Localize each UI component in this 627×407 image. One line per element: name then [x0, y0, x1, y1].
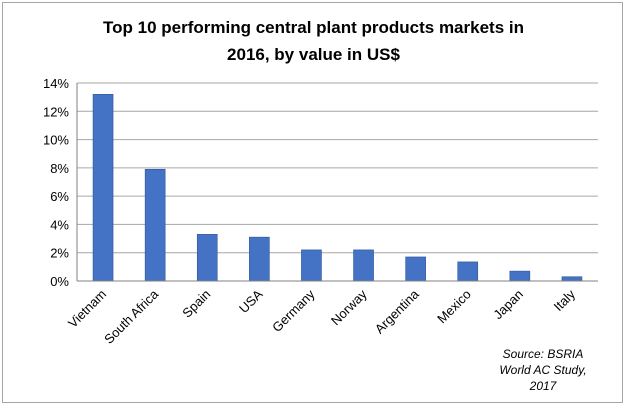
x-category-label: Germany — [269, 286, 318, 335]
x-category-label: Vietnam — [65, 287, 109, 331]
y-tick-label: 12% — [43, 104, 69, 119]
x-category-label: Norway — [328, 286, 370, 328]
bar — [509, 270, 531, 282]
source-line-3: 2017 — [529, 379, 557, 393]
bar — [144, 168, 166, 282]
bar — [92, 94, 114, 282]
x-category-label: Mexico — [434, 287, 474, 327]
source-line-1: Source: BSRIA — [502, 347, 584, 361]
y-axis-ticks: 0% 2% 4% 6% 8% 10% 12% 14% — [43, 76, 69, 289]
y-tick-label: 6% — [50, 189, 69, 204]
source-line-2: World AC Study, — [499, 363, 587, 377]
bar — [457, 261, 479, 282]
bar — [405, 256, 426, 282]
chart-title-line-1: Top 10 performing central plant products… — [103, 18, 524, 37]
chart-title: Top 10 performing central plant products… — [0, 14, 627, 68]
y-tick-label: 0% — [50, 274, 69, 289]
y-tick-label: 2% — [50, 246, 69, 261]
bar — [301, 249, 322, 282]
x-category-label: Italy — [551, 286, 579, 314]
bar — [249, 236, 270, 282]
y-tick-label: 4% — [50, 217, 69, 232]
x-category-label: Japan — [490, 287, 526, 323]
bar — [561, 276, 583, 282]
chart-title-line-2: 2016, by value in US$ — [227, 45, 400, 64]
x-category-label: Argentina — [372, 286, 423, 337]
x-category-label: Spain — [179, 287, 213, 321]
y-tick-label: 8% — [50, 161, 69, 176]
bar — [353, 249, 374, 282]
bars — [92, 94, 583, 282]
x-category-label: South Africa — [101, 286, 162, 347]
x-category-label: USA — [236, 286, 266, 316]
y-tick-label: 10% — [43, 133, 69, 148]
source-annotation: Source: BSRIA World AC Study, 2017 — [483, 346, 603, 394]
y-tick-label: 14% — [43, 76, 69, 91]
bar — [196, 234, 218, 282]
